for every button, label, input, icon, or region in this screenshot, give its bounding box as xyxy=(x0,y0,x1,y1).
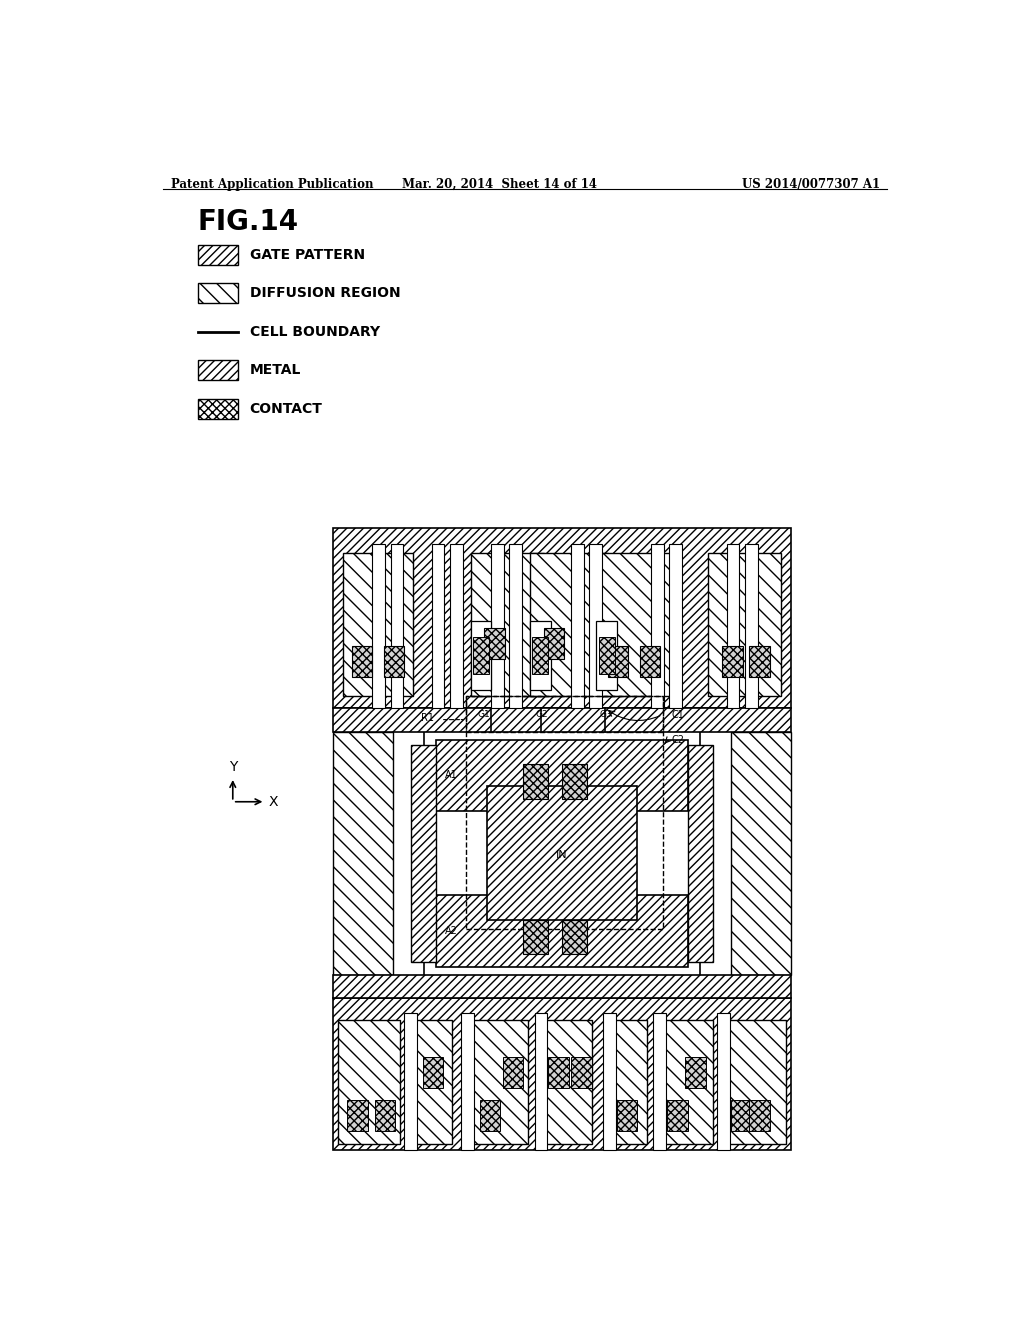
Bar xyxy=(503,1057,523,1088)
Bar xyxy=(599,636,614,675)
Bar xyxy=(530,622,551,690)
Bar xyxy=(562,764,587,799)
Bar xyxy=(523,920,548,954)
Bar xyxy=(562,920,587,954)
Text: US 2014/0077307 A1: US 2014/0077307 A1 xyxy=(741,178,880,190)
Bar xyxy=(486,787,638,920)
Bar xyxy=(373,544,385,709)
Bar xyxy=(653,1014,667,1150)
Bar xyxy=(535,1014,548,1150)
Text: C1: C1 xyxy=(672,710,685,719)
Bar xyxy=(436,739,688,810)
Text: Mar. 20, 2014  Sheet 14 of 14: Mar. 20, 2014 Sheet 14 of 14 xyxy=(402,178,597,190)
Bar xyxy=(709,553,781,696)
Bar xyxy=(727,544,739,709)
Bar xyxy=(347,1101,368,1131)
Bar xyxy=(436,895,688,966)
Text: GATE PATTERN: GATE PATTERN xyxy=(250,248,365,261)
Bar xyxy=(544,627,564,659)
Bar xyxy=(607,647,629,677)
Bar xyxy=(351,647,373,677)
Bar xyxy=(540,1019,592,1144)
Text: A1: A1 xyxy=(445,771,458,780)
Bar xyxy=(404,1014,417,1150)
Bar xyxy=(616,1101,638,1131)
Text: CONTACT: CONTACT xyxy=(250,401,323,416)
Bar xyxy=(423,1057,443,1088)
Bar xyxy=(450,544,463,709)
Bar xyxy=(724,1019,786,1144)
Bar xyxy=(688,744,713,962)
Bar xyxy=(731,733,791,974)
Text: Patent Application Publication: Patent Application Publication xyxy=(171,178,373,190)
Text: Y: Y xyxy=(228,760,237,774)
Bar xyxy=(334,709,791,733)
Bar xyxy=(198,244,238,265)
Bar xyxy=(390,544,403,709)
Bar xyxy=(571,1057,592,1088)
Text: METAL: METAL xyxy=(250,363,301,378)
Bar xyxy=(596,622,616,690)
Bar xyxy=(492,544,504,709)
Bar xyxy=(548,1057,569,1088)
Text: A2: A2 xyxy=(445,925,459,936)
Bar xyxy=(462,1014,474,1150)
Bar xyxy=(532,636,548,675)
Bar xyxy=(471,553,544,696)
Bar xyxy=(668,1101,688,1131)
Bar xyxy=(718,1014,730,1150)
Text: X: X xyxy=(268,795,278,809)
Bar xyxy=(479,1101,501,1131)
Bar xyxy=(198,399,238,418)
Bar xyxy=(571,544,584,709)
Bar xyxy=(198,284,238,304)
Bar xyxy=(596,553,672,696)
Bar xyxy=(334,974,791,998)
Bar xyxy=(334,998,791,1150)
Bar xyxy=(334,528,791,709)
Bar xyxy=(607,1019,646,1144)
Bar xyxy=(744,544,758,709)
Bar xyxy=(750,1101,770,1131)
Text: G3: G3 xyxy=(599,710,611,719)
Bar xyxy=(603,1014,616,1150)
Bar xyxy=(523,764,548,799)
Bar xyxy=(466,696,663,929)
Bar xyxy=(466,1019,527,1144)
Bar xyxy=(471,622,492,690)
Bar xyxy=(414,1019,453,1144)
Bar xyxy=(731,1101,752,1131)
Text: CELL BOUNDARY: CELL BOUNDARY xyxy=(250,325,380,339)
Text: FIG.14: FIG.14 xyxy=(198,209,299,236)
Text: R1: R1 xyxy=(421,713,434,723)
Bar xyxy=(530,553,607,696)
Text: G1: G1 xyxy=(478,710,490,719)
Bar xyxy=(338,1019,399,1144)
Bar xyxy=(660,1019,713,1144)
Text: DIFFUSION REGION: DIFFUSION REGION xyxy=(250,286,400,300)
Bar xyxy=(411,744,436,962)
Bar xyxy=(466,696,663,733)
Text: G2: G2 xyxy=(536,710,548,719)
Bar xyxy=(685,1057,706,1088)
Bar xyxy=(342,553,414,696)
Bar xyxy=(473,636,488,675)
Bar xyxy=(484,627,505,659)
Bar xyxy=(651,544,664,709)
Bar xyxy=(375,1101,395,1131)
Bar xyxy=(334,733,393,974)
Bar xyxy=(722,647,742,677)
Bar xyxy=(509,544,522,709)
Bar xyxy=(670,544,682,709)
Bar xyxy=(432,544,444,709)
Bar xyxy=(640,647,660,677)
Bar xyxy=(590,544,602,709)
Text: IN: IN xyxy=(556,850,568,859)
Bar xyxy=(750,647,770,677)
Bar xyxy=(198,360,238,380)
Bar xyxy=(384,647,404,677)
Text: C2: C2 xyxy=(672,734,685,744)
